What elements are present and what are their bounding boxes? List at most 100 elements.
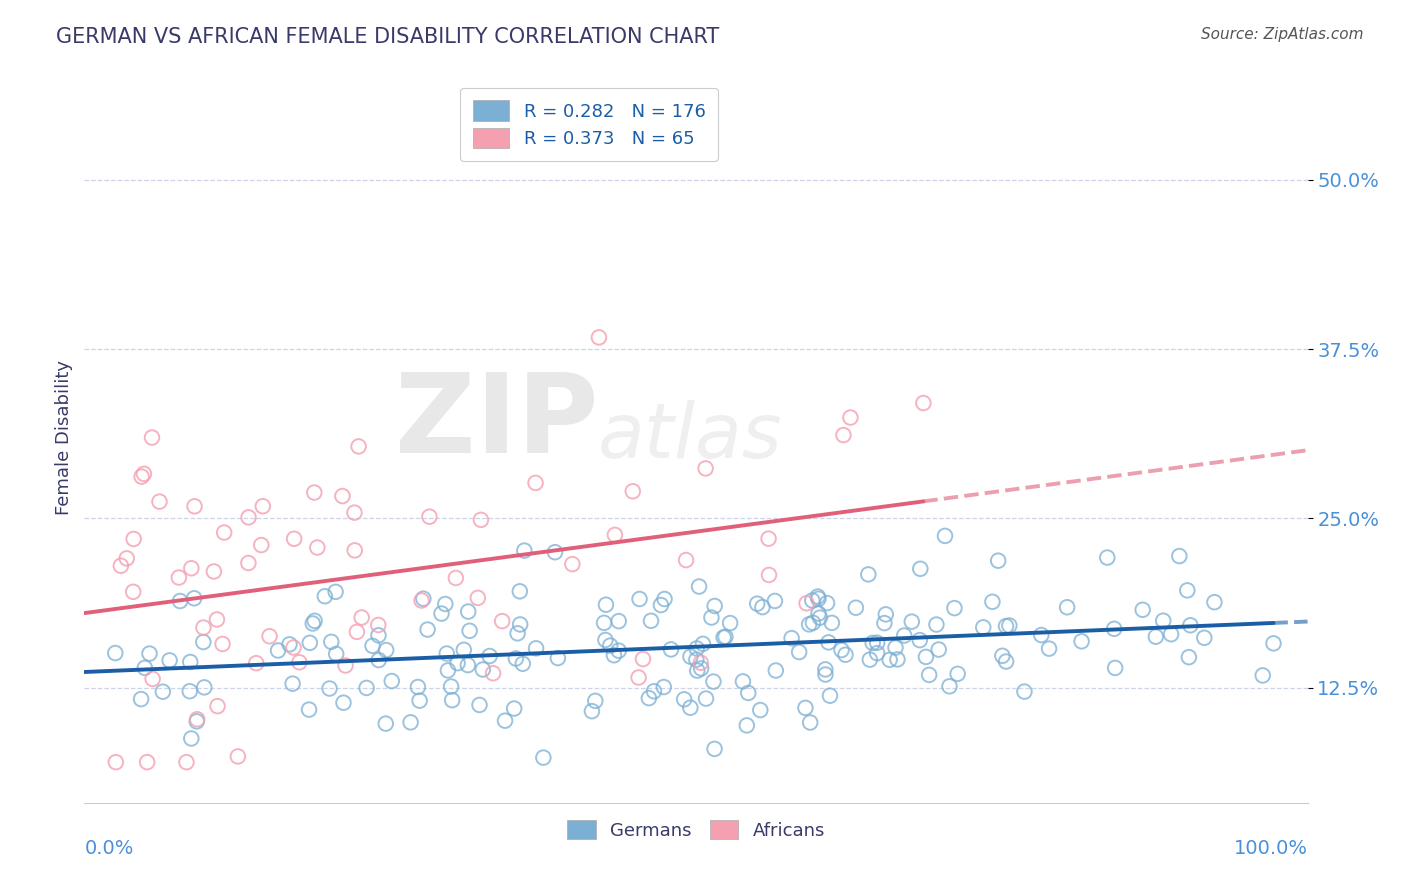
Point bbox=[193, 635, 215, 649]
Point bbox=[807, 590, 830, 604]
Point bbox=[713, 631, 735, 645]
Point bbox=[603, 528, 626, 542]
Point bbox=[995, 655, 1018, 669]
Text: Source: ZipAtlas.com: Source: ZipAtlas.com bbox=[1201, 27, 1364, 42]
Point bbox=[561, 557, 583, 571]
Point bbox=[981, 595, 1004, 609]
Point bbox=[758, 568, 780, 582]
Point bbox=[267, 643, 290, 657]
Point bbox=[152, 684, 174, 698]
Text: GERMAN VS AFRICAN FEMALE DISABILITY CORRELATION CHART: GERMAN VS AFRICAN FEMALE DISABILITY CORR… bbox=[56, 27, 720, 46]
Point bbox=[1097, 550, 1119, 565]
Point bbox=[245, 656, 267, 670]
Point bbox=[183, 591, 205, 606]
Point bbox=[180, 731, 202, 746]
Point bbox=[900, 615, 922, 629]
Y-axis label: Female Disability: Female Disability bbox=[55, 359, 73, 515]
Point bbox=[205, 612, 228, 626]
Point bbox=[817, 635, 839, 649]
Point bbox=[314, 589, 336, 603]
Point bbox=[686, 664, 709, 678]
Point bbox=[703, 599, 725, 613]
Point bbox=[531, 750, 554, 764]
Text: ZIP: ZIP bbox=[395, 369, 598, 476]
Point bbox=[686, 641, 709, 656]
Point bbox=[437, 664, 460, 678]
Point bbox=[356, 681, 378, 695]
Point bbox=[603, 648, 626, 663]
Point bbox=[347, 439, 370, 453]
Point bbox=[807, 607, 830, 621]
Point bbox=[737, 686, 759, 700]
Point bbox=[202, 565, 225, 579]
Point bbox=[283, 640, 305, 655]
Point bbox=[654, 591, 676, 606]
Point bbox=[142, 672, 165, 686]
Point bbox=[1251, 668, 1274, 682]
Point bbox=[115, 551, 138, 566]
Point bbox=[808, 610, 831, 624]
Point bbox=[104, 646, 127, 660]
Point bbox=[692, 637, 714, 651]
Point bbox=[131, 469, 153, 483]
Point bbox=[491, 614, 513, 628]
Point bbox=[381, 673, 404, 688]
Point bbox=[482, 666, 505, 681]
Point bbox=[505, 651, 527, 665]
Point bbox=[441, 693, 464, 707]
Point bbox=[141, 431, 163, 445]
Point bbox=[628, 592, 651, 607]
Point bbox=[440, 680, 463, 694]
Point bbox=[186, 714, 208, 729]
Point bbox=[794, 701, 817, 715]
Point bbox=[796, 596, 818, 610]
Point bbox=[298, 636, 321, 650]
Point bbox=[478, 648, 501, 663]
Point bbox=[367, 618, 389, 632]
Point bbox=[509, 617, 531, 632]
Point bbox=[879, 653, 901, 667]
Point bbox=[176, 755, 198, 769]
Point bbox=[467, 591, 489, 605]
Point bbox=[544, 545, 567, 559]
Point bbox=[987, 554, 1010, 568]
Point bbox=[627, 671, 650, 685]
Point bbox=[1194, 631, 1216, 645]
Point bbox=[238, 510, 260, 524]
Point bbox=[607, 643, 630, 657]
Point bbox=[886, 652, 908, 666]
Point bbox=[226, 749, 249, 764]
Point bbox=[134, 661, 156, 675]
Point bbox=[583, 694, 606, 708]
Point bbox=[1014, 684, 1036, 698]
Point bbox=[238, 556, 260, 570]
Point bbox=[167, 570, 190, 584]
Point bbox=[180, 561, 202, 575]
Point bbox=[700, 610, 723, 624]
Point bbox=[547, 651, 569, 665]
Point bbox=[318, 681, 340, 696]
Point bbox=[179, 655, 201, 669]
Point bbox=[731, 674, 754, 689]
Point bbox=[675, 553, 697, 567]
Point bbox=[211, 637, 233, 651]
Point bbox=[1152, 614, 1174, 628]
Point bbox=[801, 593, 824, 607]
Point bbox=[343, 506, 366, 520]
Point bbox=[1031, 628, 1053, 642]
Point bbox=[621, 484, 644, 499]
Point bbox=[918, 668, 941, 682]
Point bbox=[780, 631, 803, 645]
Point bbox=[799, 715, 821, 730]
Point bbox=[858, 567, 880, 582]
Point bbox=[703, 742, 725, 756]
Point bbox=[193, 621, 215, 635]
Point bbox=[408, 693, 430, 707]
Point bbox=[288, 655, 311, 669]
Point bbox=[946, 666, 969, 681]
Point bbox=[588, 330, 610, 344]
Point bbox=[212, 525, 235, 540]
Point bbox=[281, 676, 304, 690]
Point bbox=[695, 461, 717, 475]
Point bbox=[866, 646, 889, 660]
